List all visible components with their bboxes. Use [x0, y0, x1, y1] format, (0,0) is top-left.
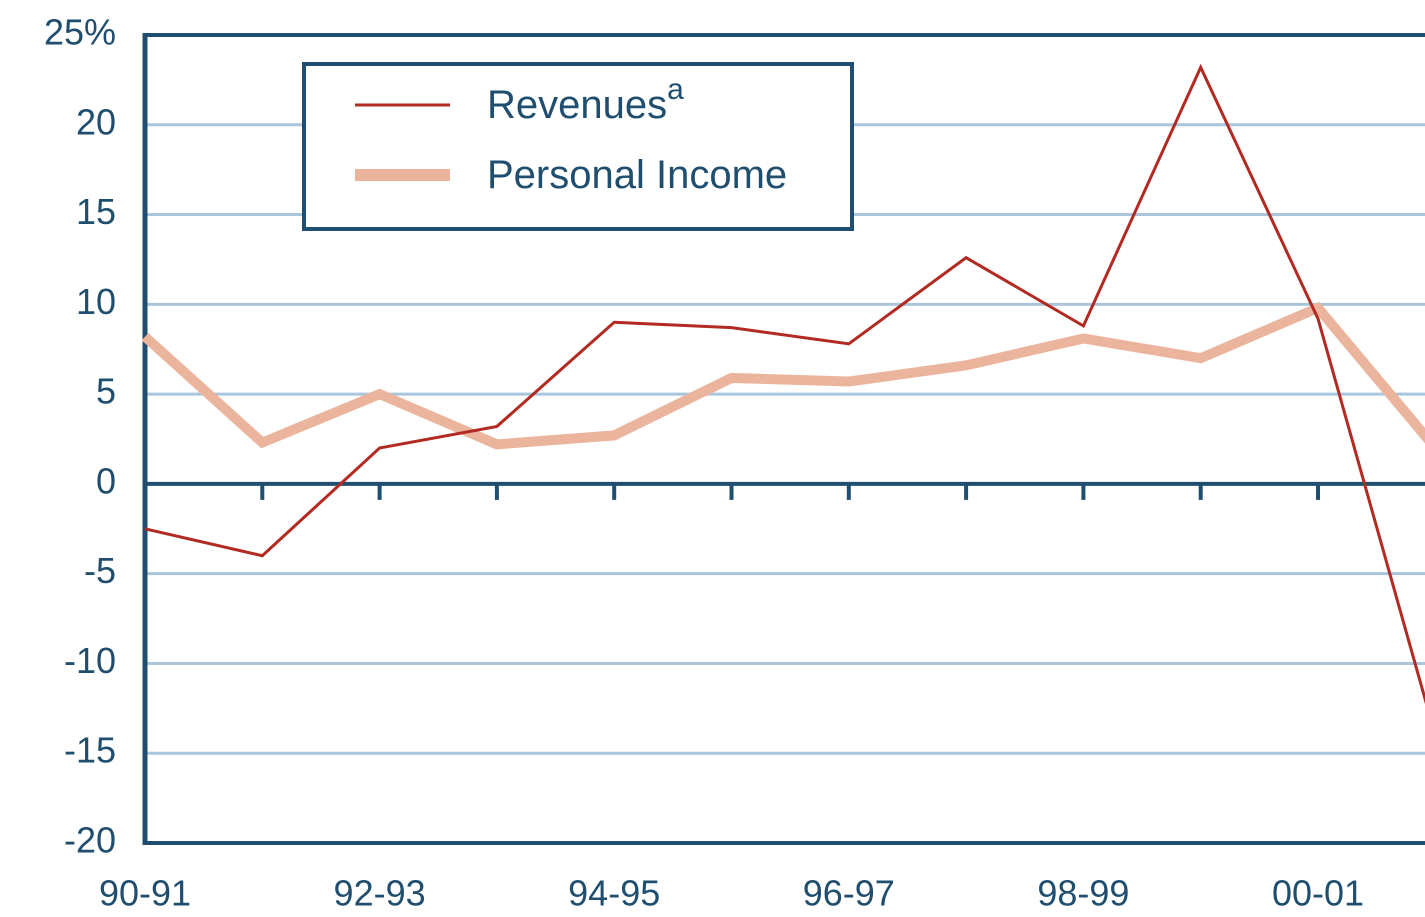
- x-tick-label: 90-91: [99, 873, 191, 914]
- y-tick-label: 10: [76, 281, 116, 322]
- y-tick-label: -10: [64, 640, 116, 681]
- x-tick-label: 00-01: [1272, 873, 1364, 914]
- y-tick-label: 15: [76, 191, 116, 232]
- series-line: [141, 301, 1425, 450]
- legend: Revenuesa Personal Income: [302, 62, 854, 231]
- legend-label: Revenuesa: [487, 73, 684, 127]
- y-tick-label: 5: [96, 371, 116, 412]
- legend-name: Personal Income: [487, 153, 787, 197]
- x-tick-label: 94-95: [568, 873, 660, 914]
- x-tick-label: 96-97: [803, 873, 895, 914]
- y-tick-label: -5: [84, 550, 116, 591]
- y-tick-label: 25%: [44, 12, 116, 53]
- legend-name: Revenues: [487, 83, 667, 127]
- y-tick-label: 0: [96, 460, 116, 501]
- x-tick-label: 98-99: [1037, 873, 1129, 914]
- legend-label: Personal Income: [487, 153, 787, 197]
- x-tick-label: 92-93: [334, 873, 426, 914]
- y-tick-label: -20: [64, 820, 116, 861]
- series-line: [144, 63, 1425, 705]
- legend-box: [302, 62, 854, 231]
- y-tick-label: 20: [76, 101, 116, 142]
- legend-superscript: a: [667, 73, 684, 106]
- y-tick-label: -15: [64, 730, 116, 771]
